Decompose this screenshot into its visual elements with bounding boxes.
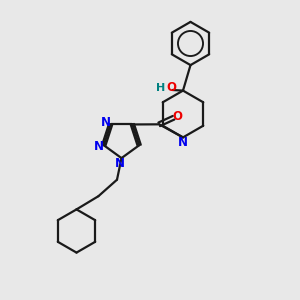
Text: N: N [115,157,125,170]
Text: O: O [166,81,176,94]
Text: N: N [178,136,188,149]
Text: N: N [94,140,104,153]
Text: H: H [157,82,166,93]
Text: O: O [173,110,183,123]
Text: N: N [101,116,111,129]
